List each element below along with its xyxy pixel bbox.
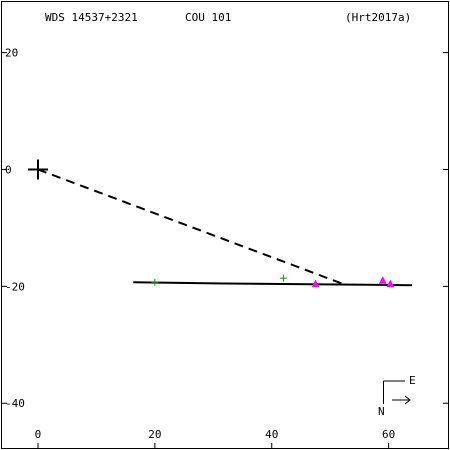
orbit-lines [27,159,413,287]
y-tick-label: -40 [5,397,25,410]
data-points [151,274,395,288]
compass-east-label: E [409,374,416,387]
x-tick-label: 0 [35,428,42,441]
x-tick-label: 20 [148,428,161,441]
compass-north-label: N [378,405,385,418]
reference-code: (Hrt2017a) [345,11,411,24]
predicted-position-line [37,168,346,286]
orbit-line [133,281,413,287]
y-tick-label: 0 [5,163,12,176]
wds-designation: WDS 14537+2321 [45,11,138,24]
x-tick-label: 60 [382,428,395,441]
y-tick-label: -20 [5,280,25,293]
axis-ticks: 0 20 40 60 20 0 -20 -40 [2,47,448,448]
motion-arrow-head [404,395,411,405]
observation-triangle [311,279,320,288]
discoverer-code: COU 101 [185,11,231,24]
y-tick-label: 20 [5,47,18,60]
compass: E N [378,374,416,418]
observation-triangle [386,279,395,288]
observation-triangle [378,275,387,284]
x-tick-label: 40 [265,428,278,441]
